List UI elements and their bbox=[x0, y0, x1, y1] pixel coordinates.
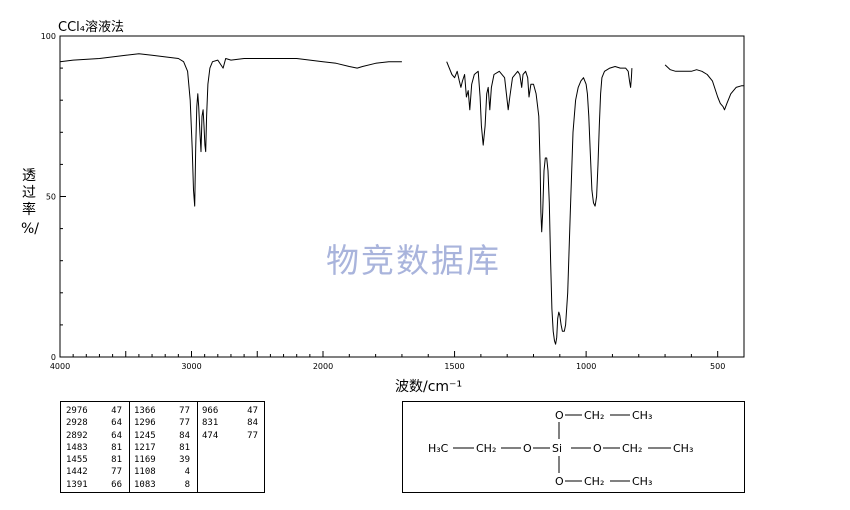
group-ch2-bottom: CH₂ bbox=[584, 475, 604, 488]
peak-transmittance: 39 bbox=[179, 455, 190, 466]
y-axis-label-char: 透 bbox=[22, 168, 36, 184]
plot-border bbox=[59, 35, 745, 358]
peak-table-row: 1217 81 bbox=[134, 442, 190, 454]
peak-table-row: 1483 81 bbox=[66, 442, 122, 454]
group-ch2-left: CH₂ bbox=[476, 442, 496, 455]
peak-table-row: 1169 39 bbox=[134, 454, 190, 466]
peak-wavenumber: 1083 bbox=[134, 479, 156, 490]
x-tick-label: 1500 bbox=[444, 362, 464, 371]
peak-wavenumber: 1169 bbox=[134, 455, 156, 466]
table-divider bbox=[129, 402, 130, 492]
tetraethoxysilane-structure: O CH₂ CH₃ H₃C CH₂ O Si O CH₂ CH₃ O CH₂ C… bbox=[428, 409, 693, 488]
y-axis-label: 透 过 率 %/ bbox=[21, 168, 40, 238]
group-ch2-right: CH₂ bbox=[622, 442, 642, 455]
group-ch3-right: CH₃ bbox=[673, 442, 693, 455]
peak-table-column: 2976 47 2928 64 2892 64 1483 81 1455 81 1442 77 1391… bbox=[66, 405, 122, 491]
peak-table-row: 1391 66 bbox=[66, 479, 122, 491]
peak-wavenumber: 2928 bbox=[66, 418, 88, 429]
spectrum-line bbox=[59, 53, 402, 207]
peak-wavenumber: 1296 bbox=[134, 418, 156, 429]
y-axis-label-char: 率 bbox=[22, 202, 36, 218]
x-tick-label: 3000 bbox=[181, 362, 201, 371]
peak-table-row: 1083 8 bbox=[134, 479, 190, 491]
x-axis-label: 波数/cm⁻¹ bbox=[395, 379, 463, 395]
peak-transmittance: 66 bbox=[111, 479, 122, 490]
x-tick-label: 4000 bbox=[50, 362, 70, 371]
x-tick-label: 1000 bbox=[576, 362, 596, 371]
table-divider bbox=[197, 402, 198, 492]
peak-wavenumber: 1483 bbox=[66, 442, 88, 453]
spectrum-line bbox=[664, 64, 744, 111]
peak-table-row: 2928 64 bbox=[66, 417, 122, 429]
peak-wavenumber: 1245 bbox=[134, 430, 156, 441]
peak-table-row: 1455 81 bbox=[66, 454, 122, 466]
peak-table-column: 1366 77 1296 77 1245 84 1217 81 1169 39 1108 4 1083 8 bbox=[134, 405, 190, 491]
atom-o-top: O bbox=[555, 409, 564, 422]
y-tick-label: 50 bbox=[46, 193, 56, 202]
peak-wavenumber: 2892 bbox=[66, 430, 88, 441]
peak-transmittance: 84 bbox=[179, 430, 190, 441]
peak-table-row: 1296 77 bbox=[134, 417, 190, 429]
group-ch2-top: CH₂ bbox=[584, 409, 604, 422]
peak-table-row: 1366 77 bbox=[134, 405, 190, 417]
y-axis-label-unit: %/ bbox=[21, 221, 40, 237]
chart-title: CCl₄溶液法 bbox=[58, 20, 124, 35]
ir-spectrum-chart: 0 50 100 4000 3000 2000 1500 1000 500 bbox=[41, 32, 745, 371]
peak-transmittance: 81 bbox=[111, 442, 122, 453]
peak-transmittance: 64 bbox=[111, 430, 122, 441]
atom-o-bottom: O bbox=[555, 475, 564, 488]
peak-table-row: 966 47 bbox=[202, 405, 258, 417]
peak-transmittance: 81 bbox=[179, 442, 190, 453]
peak-transmittance: 64 bbox=[111, 418, 122, 429]
structure-diagram: O CH₂ CH₃ H₃C CH₂ O Si O CH₂ CH₃ O CH₂ C… bbox=[402, 401, 745, 493]
peak-table-row: 831 84 bbox=[202, 417, 258, 429]
peak-wavenumber: 1366 bbox=[134, 406, 156, 416]
peak-transmittance: 47 bbox=[111, 406, 122, 416]
peak-transmittance: 77 bbox=[179, 418, 190, 429]
axis-ticks: 0 50 100 4000 3000 2000 1500 1000 500 bbox=[41, 32, 745, 371]
peak-transmittance: 4 bbox=[184, 467, 190, 478]
peak-table-row: 2892 64 bbox=[66, 430, 122, 442]
peak-table-row: 2976 47 bbox=[66, 405, 122, 417]
peak-wavenumber: 966 bbox=[202, 406, 219, 416]
peak-wavenumber: 1391 bbox=[66, 479, 88, 490]
spectrum-line bbox=[446, 61, 633, 345]
y-tick-label: 100 bbox=[41, 32, 56, 41]
peak-wavenumber: 831 bbox=[202, 418, 219, 429]
group-ch3-bottom: CH₃ bbox=[632, 475, 652, 488]
group-ch3-top: CH₃ bbox=[632, 409, 652, 422]
peak-table-row: 474 77 bbox=[202, 430, 258, 442]
peak-wavenumber: 1108 bbox=[134, 467, 156, 478]
peak-transmittance: 84 bbox=[247, 418, 258, 429]
peak-table: 2976 47 2928 64 2892 64 1483 81 1455 81 1442 77 1391… bbox=[60, 401, 265, 493]
peak-transmittance: 47 bbox=[247, 406, 258, 416]
x-tick-label: 2000 bbox=[313, 362, 333, 371]
peak-transmittance: 77 bbox=[247, 430, 258, 441]
y-axis-label-char: 过 bbox=[22, 185, 36, 201]
group-h3c-left: H₃C bbox=[428, 442, 449, 455]
peak-wavenumber: 2976 bbox=[66, 406, 88, 416]
peak-transmittance: 81 bbox=[111, 455, 122, 466]
x-tick-label: 500 bbox=[710, 362, 725, 371]
peak-transmittance: 77 bbox=[179, 406, 190, 416]
watermark: 物竞数据库 bbox=[326, 241, 501, 280]
peak-wavenumber: 1455 bbox=[66, 455, 88, 466]
peak-wavenumber: 1217 bbox=[134, 442, 156, 453]
peak-table-column: 966 47 831 84 474 77 bbox=[202, 405, 258, 442]
peak-wavenumber: 1442 bbox=[66, 467, 88, 478]
atom-si: Si bbox=[552, 442, 562, 455]
atom-o-left: O bbox=[523, 442, 532, 455]
peak-table-row: 1108 4 bbox=[134, 466, 190, 478]
plot-frame bbox=[59, 35, 745, 358]
peak-table-row: 1245 84 bbox=[134, 430, 190, 442]
spectrum-series bbox=[59, 53, 744, 345]
atom-o-right: O bbox=[593, 442, 602, 455]
peak-wavenumber: 474 bbox=[202, 430, 219, 441]
peak-transmittance: 8 bbox=[184, 479, 190, 490]
peak-transmittance: 77 bbox=[111, 467, 122, 478]
peak-table-row: 1442 77 bbox=[66, 466, 122, 478]
y-tick-label: 0 bbox=[51, 353, 56, 362]
